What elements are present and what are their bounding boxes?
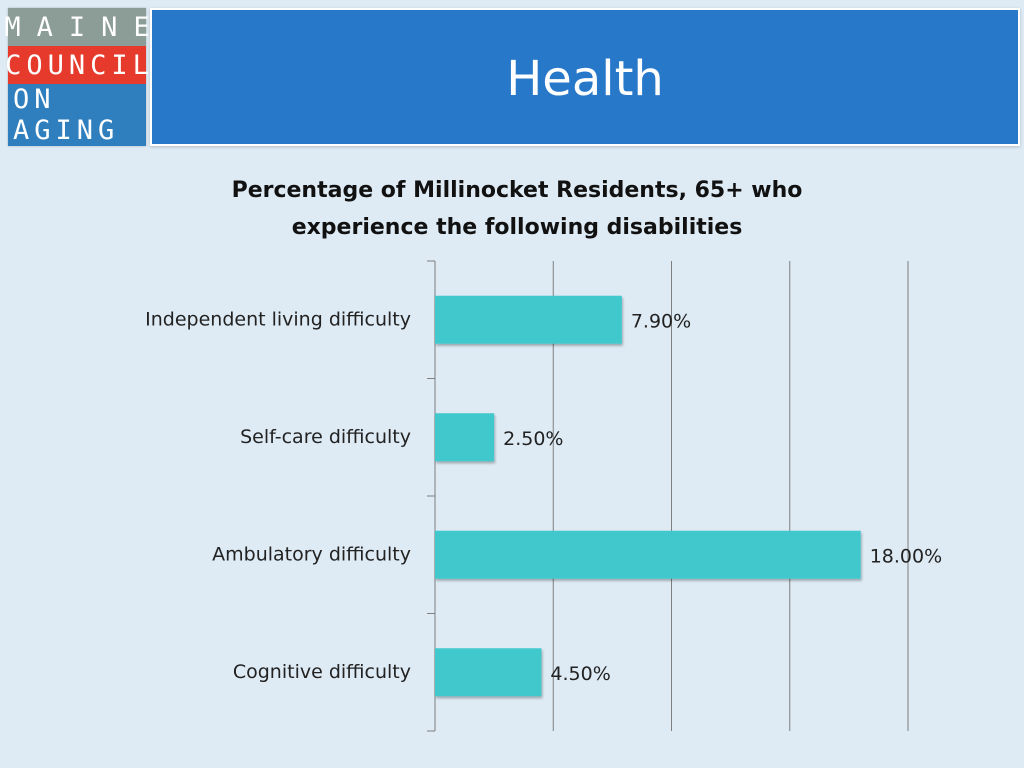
logo-line-maine: MAINE	[4, 8, 150, 46]
logo-line-council: COUNCIL	[5, 46, 149, 84]
page-title: Health	[506, 51, 664, 107]
chart-title-line-2: experience the following disabilities	[292, 215, 743, 240]
value-label-0: 7.90%	[631, 310, 691, 332]
value-label-1: 2.50%	[503, 428, 563, 450]
maine-council-logo: MAINE COUNCIL ON AGING	[4, 8, 150, 146]
bar-3	[435, 648, 542, 697]
bar-2	[435, 530, 861, 579]
category-label-1: Self-care difficulty	[240, 426, 411, 448]
value-label-2: 18.00%	[870, 545, 942, 567]
category-label-2: Ambulatory difficulty	[212, 543, 411, 565]
header-banner: Health	[150, 8, 1020, 146]
value-label-3: 4.50%	[550, 663, 610, 685]
bar-1	[435, 413, 495, 462]
logo-line-on-aging: ON AGING	[8, 84, 146, 146]
category-label-3: Cognitive difficulty	[233, 661, 411, 683]
category-label-0: Independent living difficulty	[145, 308, 411, 330]
bar-0	[435, 295, 622, 344]
chart-title-line-1: Percentage of Millinocket Residents, 65+…	[232, 178, 803, 203]
